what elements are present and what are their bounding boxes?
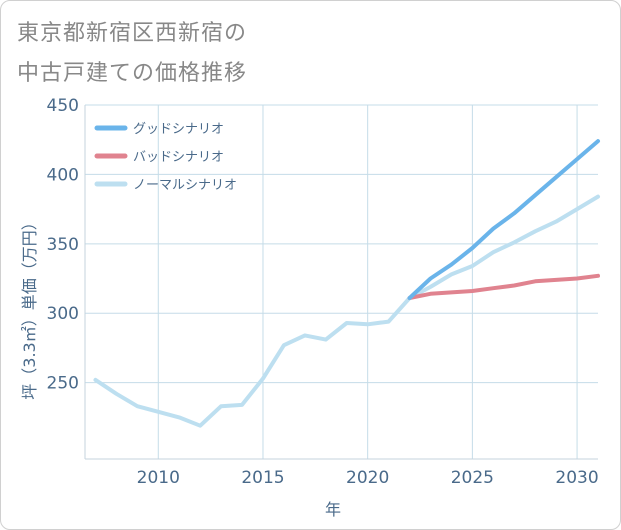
y-tick-label: 450: [47, 96, 79, 116]
y-tick-label: 350: [47, 235, 79, 255]
chart-title-line-2: 中古戸建ての価格推移: [17, 61, 248, 86]
grid-lines: [85, 104, 598, 459]
y-tick-label: 300: [47, 304, 79, 324]
legend-label-2: ノーマルシナリオ: [133, 178, 237, 193]
x-axis-label: 年: [325, 500, 341, 519]
tick-labels: 250 300 350 400 450 2010 2015 2020 2025 2030: [47, 96, 599, 488]
axes: [84, 105, 598, 460]
series-line-1: [407, 273, 600, 300]
series-line-0: [407, 139, 600, 300]
x-tick-label: 2020: [346, 468, 389, 488]
chart-title-line-1: 東京都新宿区西新宿の: [17, 21, 248, 46]
series-line-2: [93, 194, 600, 428]
legend-label-1: バッドシナリオ: [133, 150, 224, 165]
x-tick-label: 2015: [241, 468, 284, 488]
x-tick-label: 2030: [555, 468, 598, 488]
legend-label-0: グッドシナリオ: [133, 122, 224, 137]
x-tick-label: 2010: [137, 468, 180, 488]
x-tick-label: 2025: [451, 468, 494, 488]
y-tick-label: 250: [47, 374, 79, 394]
series-lines: [93, 139, 600, 428]
y-tick-label: 400: [47, 165, 79, 185]
y-axis-label: 坪（3.3㎡）単価（万円）: [20, 214, 39, 399]
